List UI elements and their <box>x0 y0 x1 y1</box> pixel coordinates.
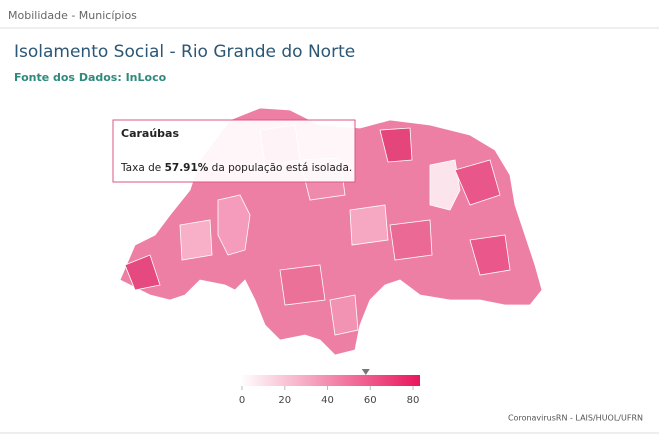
tick-label: 0 <box>239 395 245 406</box>
tooltip-suffix: da população está isolada. <box>212 162 353 174</box>
tooltip-value: 57.91% <box>165 162 209 174</box>
header-title: Mobilidade - Municípios <box>8 9 137 22</box>
tooltip: Caraúbas Taxa de 57.91% da população est… <box>112 119 356 183</box>
tick-label: 60 <box>364 395 377 406</box>
legend: 0 20 40 60 80 <box>239 369 420 406</box>
tick-label: 20 <box>278 395 291 406</box>
tooltip-text: Taxa de 57.91% da população está isolada… <box>120 162 352 174</box>
subtitle: Fonte dos Dados: InLoco <box>14 71 167 84</box>
footer: CoronavirusRN - LAIS/HUOL/UFRN <box>508 414 643 423</box>
tooltip-name: Caraúbas <box>121 127 179 140</box>
color-scale <box>240 375 420 386</box>
tick-label: 40 <box>321 395 334 406</box>
value-marker <box>361 369 370 375</box>
tooltip-box <box>112 119 356 183</box>
tick-label: 80 <box>407 395 420 406</box>
tooltip-prefix: Taxa de <box>120 162 161 174</box>
title: Isolamento Social - Rio Grande do Norte <box>14 42 355 62</box>
